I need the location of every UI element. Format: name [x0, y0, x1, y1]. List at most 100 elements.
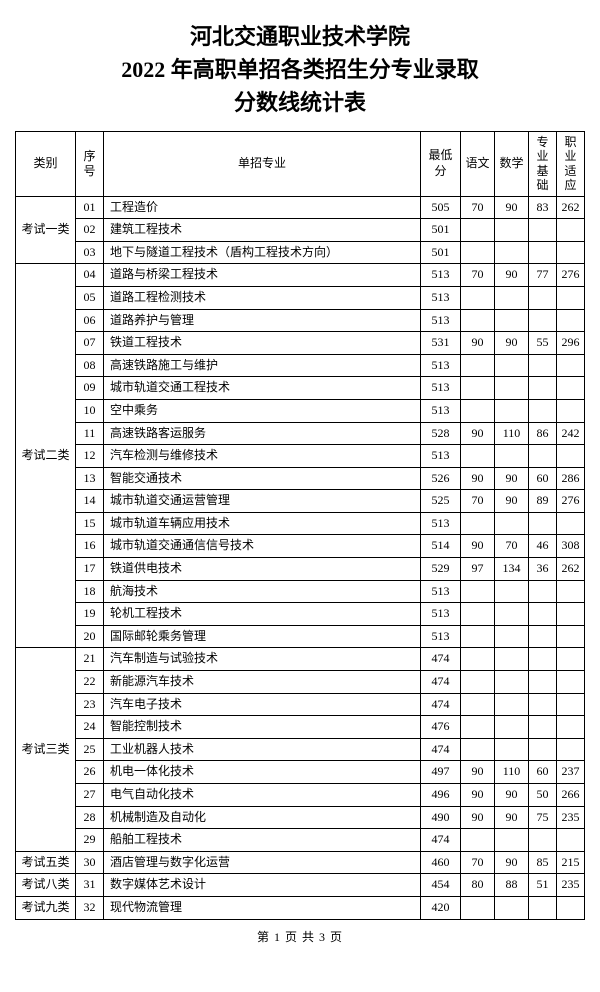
cell-chinese: 70 [461, 490, 495, 513]
table-row: 07铁道工程技术531909055296 [16, 332, 585, 355]
cell-vocation: 242 [557, 422, 585, 445]
cell-math: 88 [495, 874, 529, 897]
cell-num: 23 [76, 693, 104, 716]
cell-math: 90 [495, 851, 529, 874]
cell-chinese [461, 738, 495, 761]
table-row: 考试五类30酒店管理与数字化运营460709085215 [16, 851, 585, 874]
table-row: 25工业机器人技术474 [16, 738, 585, 761]
cell-num: 18 [76, 580, 104, 603]
table-row: 考试八类31数字媒体艺术设计454808851235 [16, 874, 585, 897]
cell-num: 22 [76, 671, 104, 694]
cell-major: 汽车电子技术 [104, 693, 421, 716]
cell-category: 考试九类 [16, 896, 76, 919]
cell-vocation [557, 716, 585, 739]
cell-num: 14 [76, 490, 104, 513]
cell-basic [529, 399, 557, 422]
cell-major: 机电一体化技术 [104, 761, 421, 784]
cell-vocation [557, 671, 585, 694]
cell-math [495, 286, 529, 309]
cell-num: 10 [76, 399, 104, 422]
page-footer: 第 1 页 共 3 页 [15, 928, 585, 945]
cell-basic [529, 738, 557, 761]
cell-vocation [557, 354, 585, 377]
cell-basic: 86 [529, 422, 557, 445]
cell-major: 铁道工程技术 [104, 332, 421, 355]
cell-math [495, 829, 529, 852]
table-row: 10空中乘务513 [16, 399, 585, 422]
cell-basic [529, 625, 557, 648]
table-row: 08高速铁路施工与维护513 [16, 354, 585, 377]
cell-num: 24 [76, 716, 104, 739]
cell-min: 474 [421, 648, 461, 671]
cell-min: 513 [421, 399, 461, 422]
cell-basic [529, 309, 557, 332]
cell-num: 31 [76, 874, 104, 897]
cell-chinese [461, 241, 495, 264]
cell-math: 134 [495, 558, 529, 581]
cell-major: 轮机工程技术 [104, 603, 421, 626]
cell-vocation: 262 [557, 196, 585, 219]
cell-basic [529, 286, 557, 309]
cell-basic: 77 [529, 264, 557, 287]
cell-math [495, 354, 529, 377]
cell-min: 513 [421, 512, 461, 535]
cell-major: 机械制造及自动化 [104, 806, 421, 829]
cell-min: 454 [421, 874, 461, 897]
table-row: 考试二类04道路与桥梁工程技术513709077276 [16, 264, 585, 287]
cell-vocation: 266 [557, 784, 585, 807]
cell-math: 110 [495, 761, 529, 784]
table-row: 14城市轨道交通运营管理525709089276 [16, 490, 585, 513]
cell-vocation [557, 625, 585, 648]
cell-num: 20 [76, 625, 104, 648]
cell-major: 高速铁路施工与维护 [104, 354, 421, 377]
cell-basic: 36 [529, 558, 557, 581]
cell-min: 474 [421, 738, 461, 761]
cell-chinese: 80 [461, 874, 495, 897]
cell-min: 501 [421, 219, 461, 242]
cell-vocation: 276 [557, 490, 585, 513]
cell-vocation: 262 [557, 558, 585, 581]
table-row: 12汽车检测与维修技术513 [16, 445, 585, 468]
cell-major: 道路与桥梁工程技术 [104, 264, 421, 287]
cell-chinese [461, 896, 495, 919]
header-basic: 专业基础 [529, 132, 557, 197]
cell-major: 铁道供电技术 [104, 558, 421, 581]
cell-major: 工业机器人技术 [104, 738, 421, 761]
cell-math: 90 [495, 264, 529, 287]
cell-num: 27 [76, 784, 104, 807]
cell-vocation: 237 [557, 761, 585, 784]
cell-chinese: 90 [461, 332, 495, 355]
cell-basic [529, 512, 557, 535]
cell-math [495, 377, 529, 400]
table-row: 29船舶工程技术474 [16, 829, 585, 852]
cell-num: 28 [76, 806, 104, 829]
cell-chinese [461, 399, 495, 422]
title-line-1: 河北交通职业技术学院 [15, 20, 585, 53]
cell-chinese [461, 219, 495, 242]
cell-math: 90 [495, 784, 529, 807]
cell-min: 513 [421, 286, 461, 309]
table-row: 28机械制造及自动化490909075235 [16, 806, 585, 829]
cell-math: 90 [495, 467, 529, 490]
cell-vocation: 286 [557, 467, 585, 490]
cell-vocation [557, 648, 585, 671]
cell-num: 07 [76, 332, 104, 355]
cell-major: 现代物流管理 [104, 896, 421, 919]
cell-category: 考试二类 [16, 264, 76, 648]
table-row: 16城市轨道交通通信信号技术514907046308 [16, 535, 585, 558]
cell-num: 06 [76, 309, 104, 332]
cell-math [495, 671, 529, 694]
cell-basic: 46 [529, 535, 557, 558]
cell-basic [529, 580, 557, 603]
cell-vocation [557, 219, 585, 242]
cell-major: 国际邮轮乘务管理 [104, 625, 421, 648]
cell-major: 智能交通技术 [104, 467, 421, 490]
cell-math: 70 [495, 535, 529, 558]
cell-num: 02 [76, 219, 104, 242]
table-row: 09城市轨道交通工程技术513 [16, 377, 585, 400]
table-row: 03地下与隧道工程技术（盾构工程技术方向）501 [16, 241, 585, 264]
cell-basic [529, 445, 557, 468]
cell-chinese [461, 693, 495, 716]
cell-min: 505 [421, 196, 461, 219]
cell-chinese: 90 [461, 806, 495, 829]
